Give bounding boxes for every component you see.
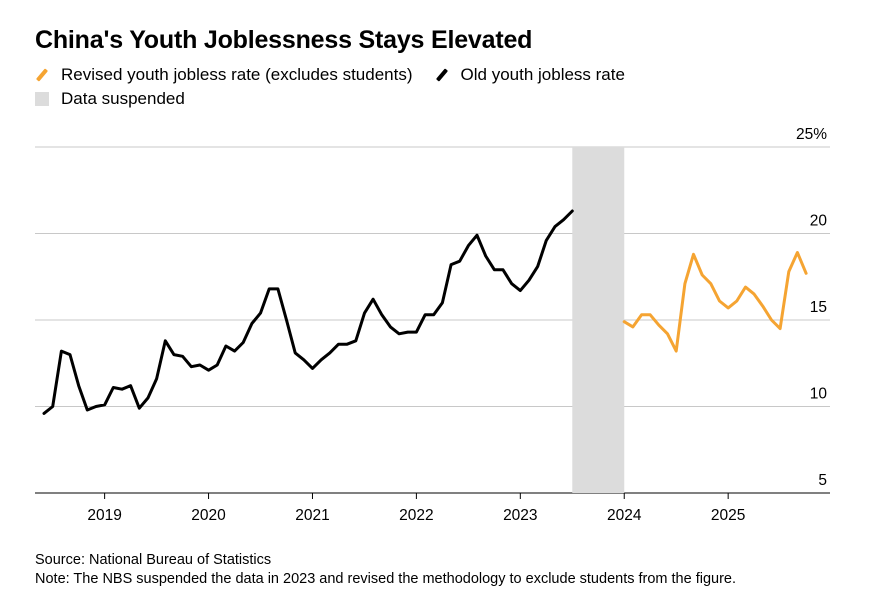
x-tick-label: 2022 — [399, 507, 433, 524]
old-rate-line — [42, 209, 574, 415]
note-text: Note: The NBS suspended the data in 2023… — [35, 571, 737, 587]
x-tick-label: 2023 — [503, 507, 537, 524]
suspended-band — [572, 147, 625, 493]
x-tick-label: 2019 — [87, 507, 121, 524]
y-tick-label: 10 — [810, 386, 828, 403]
y-tick-label: 5 — [818, 472, 827, 489]
y-tick-label: 15 — [810, 299, 827, 316]
legend-row-2: Data suspended — [35, 89, 207, 109]
x-tick-label: 2024 — [607, 507, 642, 524]
legend-label-suspended: Data suspended — [61, 89, 185, 108]
legend-item-revised: Revised youth jobless rate (excludes stu… — [35, 65, 413, 85]
legend-label-old: Old youth jobless rate — [460, 65, 625, 84]
y-tick-label: 25% — [796, 126, 827, 143]
legend-item-old: Old youth jobless rate — [435, 65, 625, 85]
x-tick-label: 2025 — [711, 507, 745, 524]
legend-label-revised: Revised youth jobless rate (excludes stu… — [61, 65, 413, 84]
suspended-swatch-icon — [35, 92, 49, 106]
chart-title: China's Youth Joblessness Stays Elevated — [35, 26, 533, 54]
source-text: Source: National Bureau of Statistics — [35, 552, 272, 568]
y-tick-label: 20 — [810, 213, 828, 230]
legend-item-suspended: Data suspended — [35, 89, 185, 109]
x-tick-label: 2021 — [295, 507, 329, 524]
legend-row-1: Revised youth jobless rate (excludes stu… — [35, 65, 647, 85]
x-tick-label: 2020 — [191, 507, 226, 524]
revised-rate-line — [622, 251, 808, 353]
